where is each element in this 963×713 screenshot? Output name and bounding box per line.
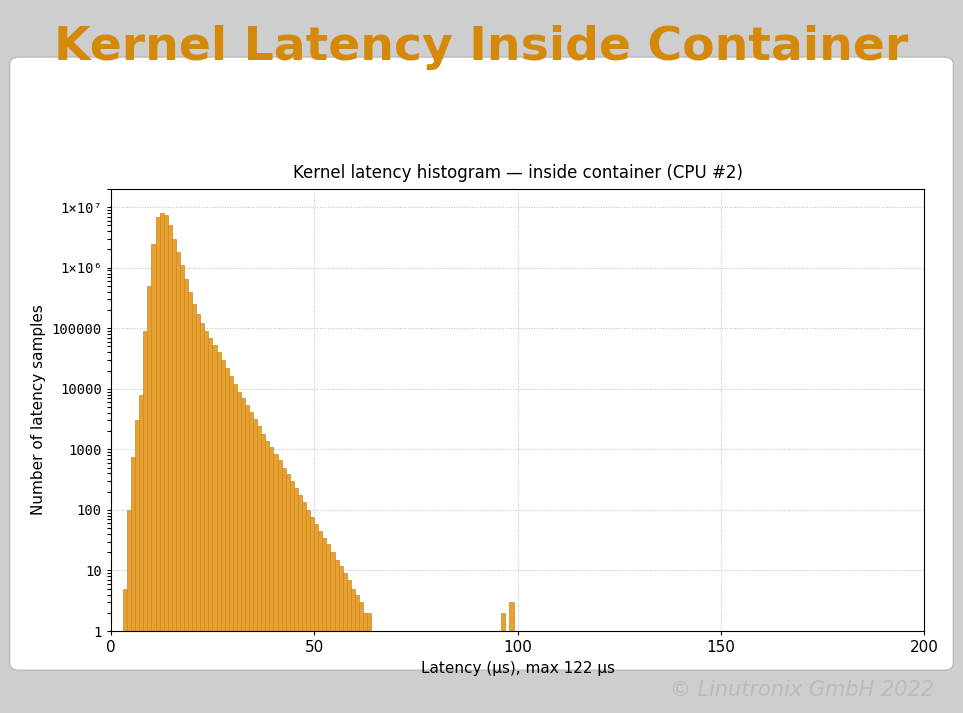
Bar bbox=[131, 457, 135, 713]
Y-axis label: Number of latency samples: Number of latency samples bbox=[31, 304, 46, 515]
Bar bbox=[253, 419, 257, 713]
Bar bbox=[196, 314, 200, 713]
Bar bbox=[151, 244, 155, 713]
Bar bbox=[233, 384, 237, 713]
Bar bbox=[241, 398, 245, 713]
Bar bbox=[224, 368, 229, 713]
Bar bbox=[204, 331, 208, 713]
Bar bbox=[143, 331, 147, 713]
Bar bbox=[502, 612, 506, 713]
Bar bbox=[140, 395, 143, 713]
Bar bbox=[147, 286, 151, 713]
Bar bbox=[176, 252, 180, 713]
Bar bbox=[273, 453, 277, 713]
Bar bbox=[168, 225, 171, 713]
Bar bbox=[302, 502, 306, 713]
Bar bbox=[339, 565, 343, 713]
Bar bbox=[245, 404, 249, 713]
Bar bbox=[281, 468, 286, 713]
Bar bbox=[193, 304, 196, 713]
Bar bbox=[160, 213, 164, 713]
Bar bbox=[123, 589, 127, 713]
Bar bbox=[277, 461, 281, 713]
Bar bbox=[266, 441, 270, 713]
Bar bbox=[155, 217, 160, 713]
Bar bbox=[298, 496, 302, 713]
Bar bbox=[118, 631, 123, 713]
Bar bbox=[359, 602, 363, 713]
Bar bbox=[290, 481, 294, 713]
Bar bbox=[257, 426, 261, 713]
Bar bbox=[164, 215, 168, 713]
Bar bbox=[294, 488, 298, 713]
Bar bbox=[371, 631, 376, 713]
Bar bbox=[351, 589, 354, 713]
Bar bbox=[221, 360, 224, 713]
Bar bbox=[347, 580, 351, 713]
Bar bbox=[286, 474, 290, 713]
Bar bbox=[270, 447, 273, 713]
Bar bbox=[334, 560, 339, 713]
Bar bbox=[354, 595, 359, 713]
Bar bbox=[217, 352, 221, 713]
Bar bbox=[376, 631, 379, 713]
Bar bbox=[184, 279, 188, 713]
Bar bbox=[200, 324, 204, 713]
Text: Kernel Latency Inside Container: Kernel Latency Inside Container bbox=[54, 25, 909, 70]
Bar bbox=[314, 524, 318, 713]
Bar bbox=[237, 391, 241, 713]
Bar bbox=[229, 376, 233, 713]
Bar bbox=[509, 602, 513, 713]
Bar bbox=[379, 631, 383, 713]
Bar bbox=[310, 518, 314, 713]
Bar bbox=[619, 631, 623, 713]
Bar bbox=[213, 346, 217, 713]
Bar bbox=[188, 292, 193, 713]
Bar bbox=[127, 510, 131, 713]
Bar bbox=[135, 421, 140, 713]
Bar bbox=[363, 612, 367, 713]
Bar bbox=[249, 411, 253, 713]
Bar bbox=[318, 531, 323, 713]
Bar bbox=[208, 338, 213, 713]
Text: © Linutronix GmbH 2022: © Linutronix GmbH 2022 bbox=[670, 680, 934, 700]
Bar bbox=[343, 573, 347, 713]
Bar bbox=[323, 538, 326, 713]
Bar bbox=[326, 544, 330, 713]
Bar bbox=[261, 434, 266, 713]
X-axis label: Latency (µs), max 122 µs: Latency (µs), max 122 µs bbox=[421, 660, 614, 676]
Bar bbox=[171, 239, 176, 713]
Title: Kernel latency histogram — inside container (CPU #2): Kernel latency histogram — inside contai… bbox=[293, 164, 742, 182]
Bar bbox=[306, 510, 310, 713]
Bar bbox=[330, 553, 334, 713]
Bar bbox=[367, 612, 371, 713]
Bar bbox=[180, 265, 184, 713]
